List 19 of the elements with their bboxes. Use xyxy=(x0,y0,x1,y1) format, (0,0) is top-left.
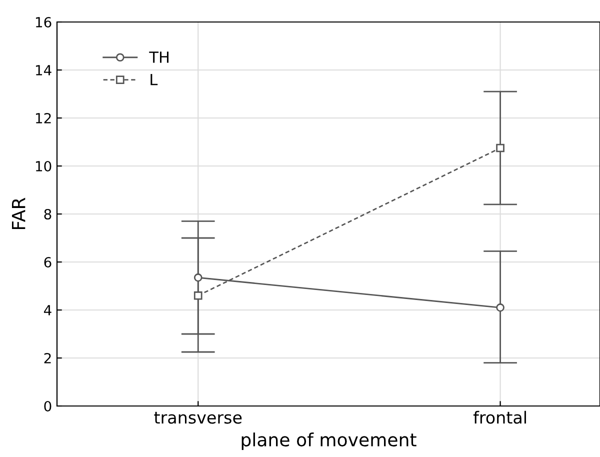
y-tick-label: 6 xyxy=(44,256,52,268)
y-tick-label: 16 xyxy=(36,16,52,28)
y-tick-label: 2 xyxy=(44,352,51,364)
y-tick-label: 4 xyxy=(44,305,52,316)
y-tick-label: 12 xyxy=(36,112,51,124)
y-tick-label: 0 xyxy=(44,400,52,412)
y-axis-title: FAR xyxy=(12,198,26,230)
x-tick-label: frontal xyxy=(473,410,526,424)
y-tick-label: 10 xyxy=(36,160,52,172)
y-tick-label: 8 xyxy=(44,208,52,220)
point xyxy=(194,273,202,282)
legend-label: L xyxy=(150,74,158,86)
legend-label: TH xyxy=(149,52,168,63)
point xyxy=(496,144,504,152)
y-tick-label: 14 xyxy=(36,65,52,76)
x-tick-label: transverse xyxy=(154,412,242,424)
x-axis-title: plane of movement xyxy=(242,432,416,450)
point xyxy=(496,303,504,312)
point xyxy=(194,291,202,300)
